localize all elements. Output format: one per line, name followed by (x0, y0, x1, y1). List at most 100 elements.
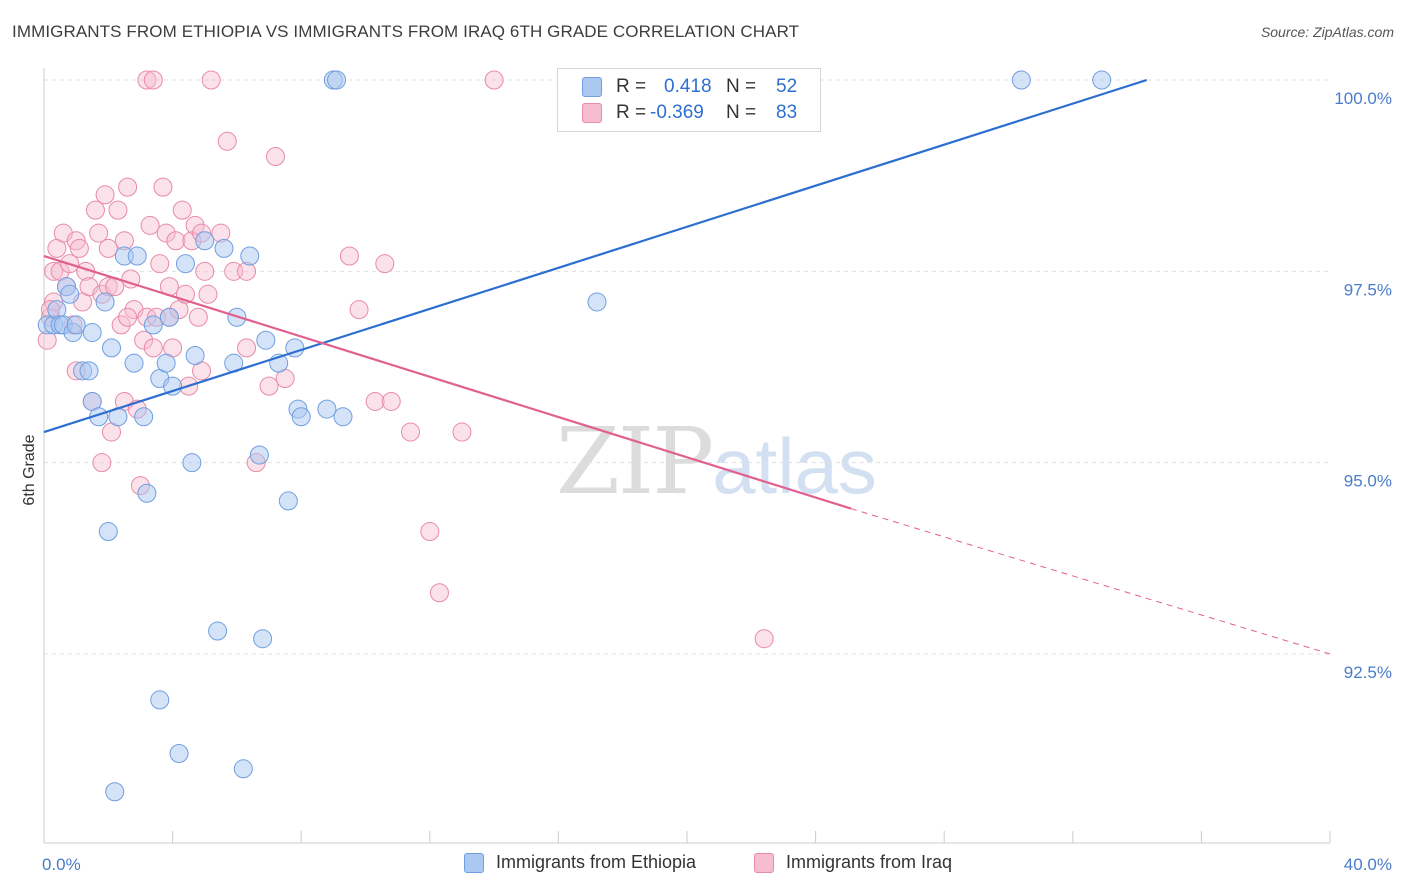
iraq-point (188, 307, 208, 327)
iraq-point (375, 254, 395, 274)
stats-legend: R = 0.418 N = 52 R = -0.369 N = 83 (557, 68, 821, 132)
ethiopia-point (317, 399, 337, 419)
trend-lines (43, 78, 1331, 655)
iraq-legend-label: Immigrants from Iraq (786, 852, 953, 872)
iraq-point (66, 231, 86, 251)
iraq-point (401, 422, 421, 442)
ethiopia-point (137, 483, 157, 503)
y-tick-label: 100.0% (1334, 89, 1392, 108)
iraq-trend-line (43, 254, 852, 510)
ethiopia-trend-line (43, 78, 1148, 434)
iraq-point (185, 215, 205, 235)
legend-row-iraq: R = -0.369 N = 83 (582, 101, 797, 125)
iraq-point (484, 70, 504, 90)
iraq-point (140, 215, 160, 235)
n-label: N = (726, 76, 757, 97)
ethiopia-point (82, 323, 102, 343)
iraq-point (217, 131, 237, 151)
r-value: -0.369 (650, 102, 704, 123)
iraq-trend-extension (850, 508, 1331, 655)
ethiopia-point (124, 353, 144, 373)
ethiopia-point (253, 629, 273, 649)
ethiopia-point (127, 246, 147, 266)
iraq-point (156, 223, 176, 243)
ethiopia-point (587, 292, 607, 312)
ethiopia-points (37, 70, 1112, 802)
iraq-point (429, 583, 449, 603)
ethiopia-point (249, 445, 269, 465)
r-label: R = (616, 102, 647, 123)
ethiopia-point (98, 522, 118, 542)
iraq-point (98, 238, 118, 258)
iraq-point (195, 261, 215, 281)
iraq-point (85, 200, 105, 220)
ethiopia-point (169, 743, 189, 763)
ethiopia-point (1011, 70, 1031, 90)
iraq-point (339, 246, 359, 266)
ethiopia-point (102, 338, 122, 358)
iraq-point (420, 522, 440, 542)
iraq-point (211, 223, 231, 243)
y-axis-label: 6th Grade (21, 434, 38, 505)
legend-row-ethiopia: R = 0.418 N = 52 (582, 75, 797, 99)
ethiopia-point (327, 70, 347, 90)
x-tick-label: 40.0% (1344, 855, 1392, 874)
iraq-point (237, 261, 257, 281)
ethiopia-point (214, 238, 234, 258)
ethiopia-point (233, 759, 253, 779)
ethiopia-point (143, 315, 163, 335)
iraq-point (111, 315, 131, 335)
ethiopia-point (208, 621, 228, 641)
iraq-point (69, 238, 89, 258)
chart-title: IMMIGRANTS FROM ETHIOPIA VS IMMIGRANTS F… (12, 22, 800, 41)
ethiopia-point (159, 307, 179, 327)
iraq-point (365, 391, 385, 411)
ethiopia-point (195, 231, 215, 251)
iraq-point (134, 330, 154, 350)
iraq-point (89, 223, 109, 243)
tick-labels: 100.0% 97.5% 95.0% 92.5% 0.0% 40.0% (42, 89, 1392, 874)
ethiopia-point (185, 346, 205, 366)
ethiopia-point (1092, 70, 1112, 90)
iraq-point (108, 200, 128, 220)
iraq-point (118, 177, 138, 197)
iraq-point (92, 453, 112, 473)
ethiopia-point (105, 782, 125, 802)
iraq-point (153, 177, 173, 197)
ethiopia-swatch (582, 77, 602, 97)
iraq-point (349, 300, 369, 320)
ethiopia-point (182, 453, 202, 473)
ethiopia-legend-label: Immigrants from Ethiopia (496, 852, 697, 872)
watermark-zip: ZIP (556, 408, 714, 515)
ethiopia-point (333, 407, 353, 427)
iraq-point (265, 147, 285, 167)
iraq-swatch (582, 103, 602, 123)
r-value: 0.418 (664, 76, 712, 97)
legend-item-iraq[interactable]: Immigrants from Iraq (754, 852, 952, 873)
iraq-point (137, 70, 157, 90)
iraq-point (166, 231, 186, 251)
iraq-point (198, 284, 218, 304)
ethiopia-point (150, 690, 170, 710)
n-label: N = (726, 102, 757, 123)
iraq-point (452, 422, 472, 442)
iraq-point (381, 391, 401, 411)
iraq-point (201, 70, 221, 90)
iraq-point (143, 70, 163, 90)
ethiopia-point (95, 292, 115, 312)
ethiopia-point (278, 491, 298, 511)
legend-item-ethiopia[interactable]: Immigrants from Ethiopia (464, 852, 696, 873)
ethiopia-point (291, 407, 311, 427)
iraq-point (95, 185, 115, 205)
ethiopia-point (79, 361, 99, 381)
n-value: 52 (776, 76, 798, 97)
n-value: 83 (776, 102, 798, 123)
y-tick-label: 97.5% (1344, 280, 1392, 299)
y-tick-label: 95.0% (1344, 472, 1392, 491)
iraq-point (150, 254, 170, 274)
x-tick-label: 0.0% (42, 855, 81, 874)
chart-source: Source: ZipAtlas.com (1260, 24, 1394, 40)
iraq-point (237, 338, 257, 358)
ethiopia-point (256, 330, 276, 350)
